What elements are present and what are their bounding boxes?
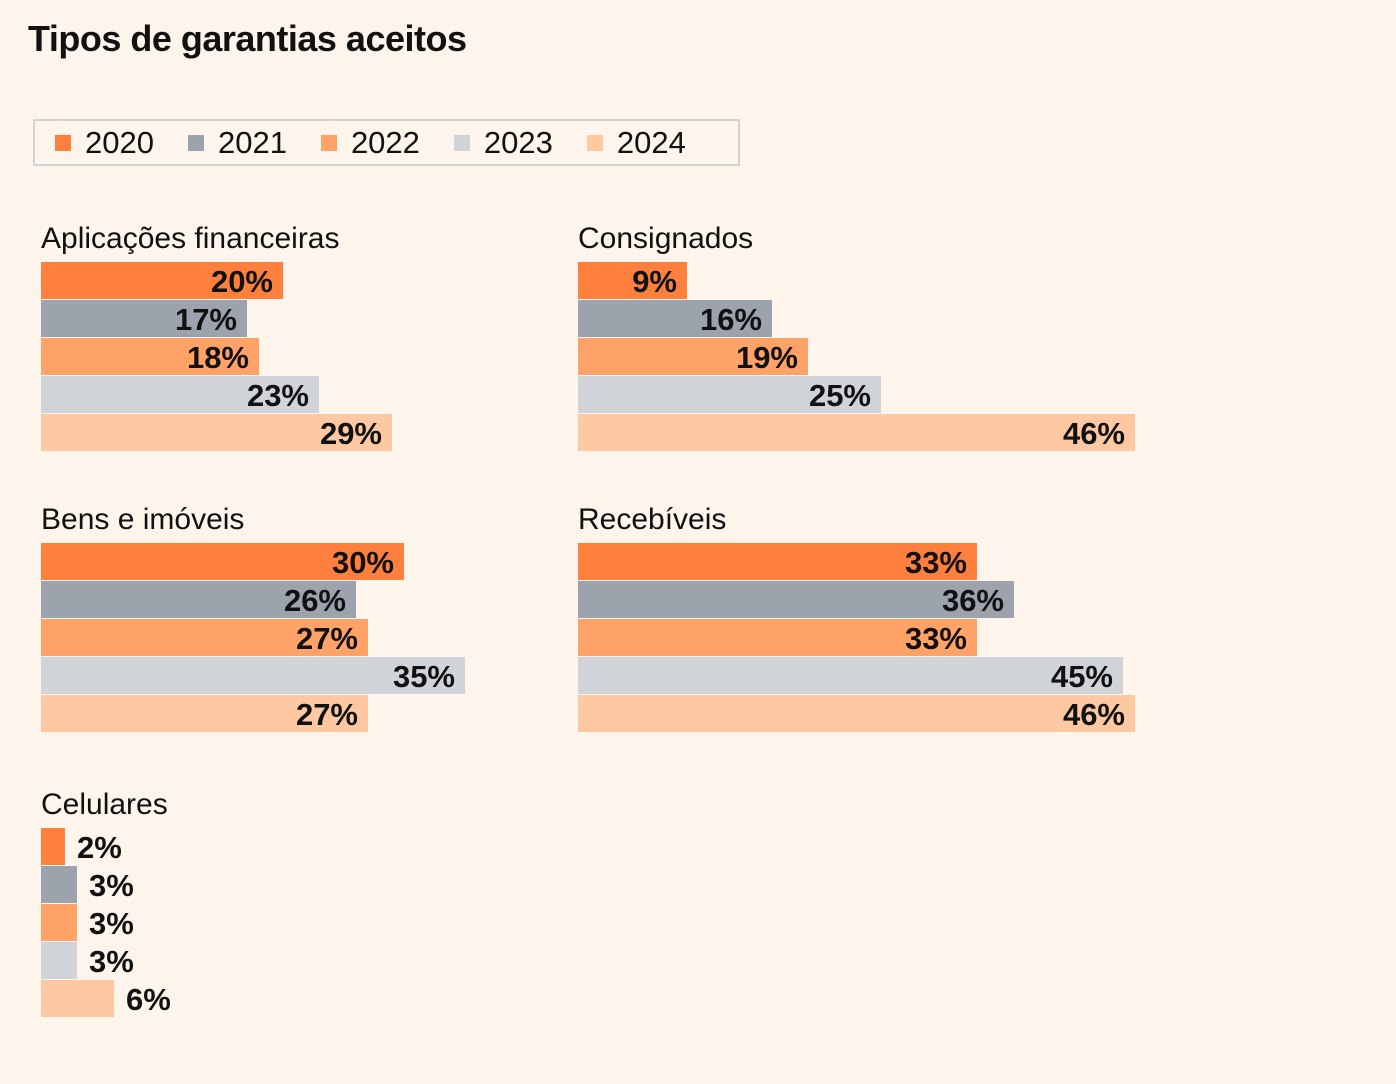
bar-value-label: 23%: [246, 378, 309, 413]
chart-panel: Aplicações financeiras 20% 17% 18% 23% 29%: [41, 219, 661, 455]
bar-value-label: 27%: [295, 697, 358, 732]
bar-value-label: 46%: [1062, 697, 1125, 732]
bar-value-label: 25%: [808, 378, 871, 413]
bar-2023: [41, 657, 465, 694]
legend-swatch: [586, 134, 603, 151]
bar-value-label: 33%: [904, 545, 967, 580]
legend-label: 2023: [483, 124, 553, 160]
bar-value-label: 26%: [283, 583, 346, 618]
legend-item-2023: 2023: [453, 124, 553, 161]
bar-2024: [41, 414, 392, 451]
bar-2024: [41, 695, 368, 732]
chart-panel: Bens e imóveis 30% 26% 27% 35% 27%: [41, 500, 661, 736]
bar-value-label: 3%: [89, 868, 134, 903]
bar-value-label: 3%: [89, 944, 134, 979]
bar-2020: [41, 543, 404, 580]
legend-item-2020: 2020: [55, 125, 154, 161]
legend-label: 2021: [217, 124, 287, 160]
bar-2022: [41, 619, 368, 656]
bar-2023: [41, 376, 319, 413]
bar-2024: [578, 414, 1135, 451]
legend-label: 2020: [85, 124, 154, 160]
chart-panel: Consignados 9% 16% 19% 25% 46%: [578, 219, 1198, 455]
bar-value-label: 29%: [319, 416, 382, 451]
bar-2020: [578, 543, 977, 580]
bar-value-label: 16%: [699, 302, 762, 337]
bar-value-label: 20%: [210, 264, 273, 299]
legend: 2020 2021 2022 2023 2024: [33, 119, 740, 166]
bar-value-label: 17%: [174, 302, 237, 337]
bar-value-label: 6%: [126, 982, 171, 1017]
legend-item-2024: 2024: [586, 124, 686, 161]
bar-2022: [578, 338, 808, 375]
legend-swatch: [320, 134, 337, 151]
bar-2024: [578, 695, 1135, 732]
bar-value-label: 36%: [941, 583, 1004, 618]
chart-panel: Celulares 2% 3% 3% 3% 6%: [41, 785, 661, 1021]
panel-title: Bens e imóveis: [41, 503, 245, 536]
bar-value-label: 3%: [89, 906, 134, 941]
panel-title: Aplicações financeiras: [41, 222, 340, 255]
bar-2021: [41, 300, 247, 337]
panel-title: Recebíveis: [578, 503, 727, 536]
bar-2023: [41, 942, 77, 979]
panel-title: Celulares: [41, 788, 168, 821]
bar-value-label: 35%: [392, 659, 455, 694]
bar-2022: [41, 338, 259, 375]
bar-2021: [578, 581, 1014, 618]
legend-item-2022: 2022: [320, 124, 420, 161]
bar-2021: [41, 866, 77, 903]
bar-value-label: 30%: [331, 545, 394, 580]
bar-value-label: 2%: [77, 830, 122, 865]
legend-item-2021: 2021: [187, 124, 287, 161]
bar-2021: [41, 581, 356, 618]
legend-swatch: [55, 134, 71, 151]
bar-value-label: 46%: [1062, 416, 1125, 451]
bar-2024: [41, 980, 114, 1017]
bar-2022: [578, 619, 977, 656]
bar-2020: [41, 262, 283, 299]
bar-2023: [578, 657, 1123, 694]
legend-swatch: [187, 134, 204, 151]
legend-swatch: [453, 134, 470, 151]
bar-value-label: 33%: [904, 621, 967, 656]
panel-title: Consignados: [578, 222, 754, 255]
bar-2020: [41, 828, 65, 865]
legend-label: 2022: [350, 124, 420, 160]
chart-title: Tipos de garantias aceitos: [28, 18, 467, 59]
bar-2020: [578, 262, 687, 299]
bar-value-label: 19%: [735, 340, 798, 375]
bar-value-label: 27%: [295, 621, 358, 656]
bar-value-label: 45%: [1050, 659, 1113, 694]
chart-panel: Recebíveis 33% 36% 33% 45% 46%: [578, 500, 1198, 736]
bar-2021: [578, 300, 772, 337]
legend-label: 2024: [616, 124, 686, 160]
bar-value-label: 18%: [186, 340, 249, 375]
bar-value-label: 9%: [632, 264, 677, 299]
bar-2023: [578, 376, 881, 413]
bar-2022: [41, 904, 77, 941]
